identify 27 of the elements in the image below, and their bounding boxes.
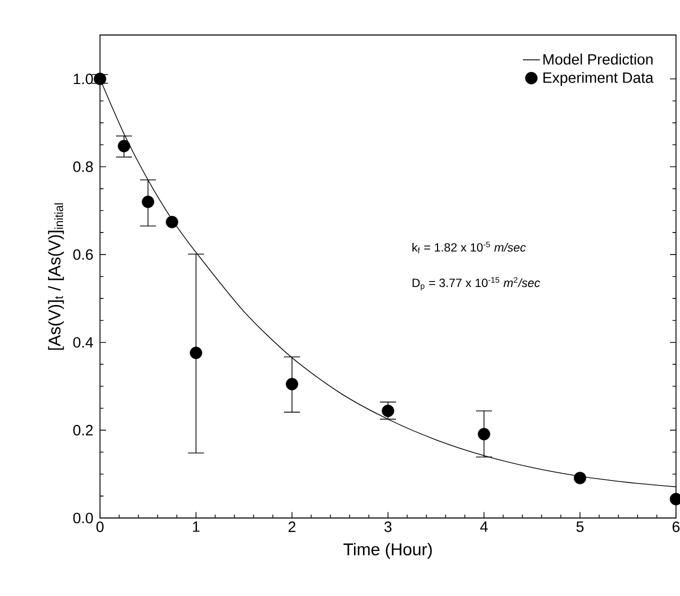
x-tick-label: 2: [288, 522, 296, 532]
y-axis-title: [As(V)]$_{t}$ / [As(V)]$_{initial}$: [48, 203, 64, 350]
point: [142, 196, 154, 208]
point: [286, 378, 298, 390]
x-tick-label: 6: [672, 522, 680, 532]
y-tick-label: 0.2: [73, 424, 93, 436]
y-tick-label: 0.4: [73, 337, 94, 348]
annotation: D$_{p}$ = 3.77 x 10$^{-15}$ m$^{2}$/sec: [412, 277, 540, 290]
y-tick-label: 0.8: [73, 161, 93, 172]
point: [118, 140, 130, 152]
legend-label: Model Prediction: [543, 54, 653, 65]
x-tick-label: 5: [576, 522, 584, 532]
point: [190, 346, 202, 360]
legend-label: Experiment Data: [543, 72, 654, 86]
point: [478, 428, 490, 440]
x-tick-label: 0: [96, 522, 104, 532]
x-tick-label: 1: [192, 522, 200, 532]
annotation: k$_{f}$ = 1.82 x 10$^{-5}$ m/sec: [412, 242, 526, 254]
y-tick-label: 0.0: [73, 512, 93, 524]
point: [166, 216, 178, 228]
y-tick-label: 0.6: [73, 249, 93, 260]
x-axis-title: Time (Hour): [344, 542, 432, 559]
x-tick-label: 3: [384, 522, 392, 532]
point: [574, 472, 586, 484]
y-tick-label: 1.0: [74, 74, 93, 84]
point: [382, 404, 394, 418]
x-tick-label: 4: [480, 522, 488, 532]
